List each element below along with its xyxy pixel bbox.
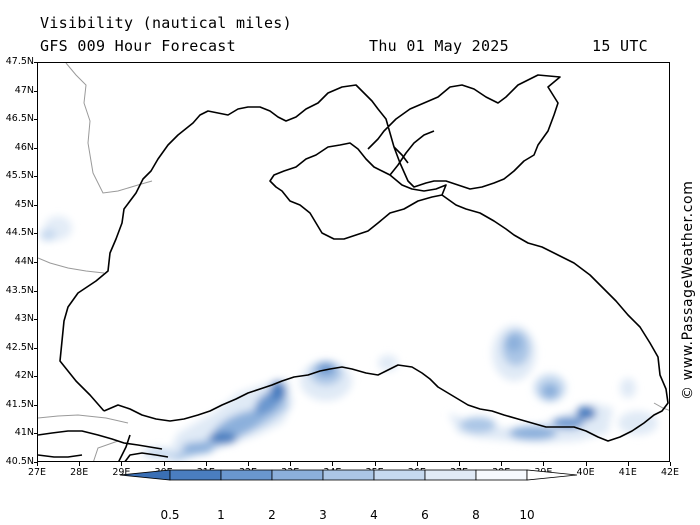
legend-label: 0.5 (160, 508, 180, 522)
longitude-label: 28E (70, 467, 89, 478)
latitude-label: 46N (14, 141, 34, 153)
longitude-tick (374, 462, 376, 466)
longitude-label: 40E (576, 467, 595, 478)
legend-swatch (220, 469, 273, 481)
legend-label: 1 (217, 508, 225, 522)
longitude-tick (290, 462, 292, 466)
visibility-shading (40, 216, 658, 461)
coastlines (38, 74, 669, 461)
legend-swatch (424, 469, 477, 481)
latitude-label: 44N (14, 256, 34, 267)
longitude-tick (585, 462, 587, 466)
latitude-label: 43N (14, 313, 34, 325)
country-borders (38, 63, 669, 461)
longitude-tick (416, 462, 418, 466)
legend-swatch (322, 469, 375, 481)
map-frame (37, 62, 670, 462)
longitude-tick (79, 462, 81, 466)
visibility-legend-bar (119, 469, 578, 481)
latitude-label: 43.5N (5, 284, 34, 296)
legend-label: 6 (421, 508, 429, 522)
legend-arrow-high (526, 469, 578, 481)
longitude-tick (459, 462, 460, 466)
latitude-tick (34, 233, 38, 235)
copyright-text: © www.PassageWeather.com (680, 180, 696, 400)
longitude-label: 29E (112, 467, 131, 478)
latitude-tick (34, 147, 38, 149)
latitude-tick (34, 404, 38, 406)
latitude-label: 41N (14, 427, 34, 439)
latitude-label: 40.5N (5, 456, 34, 467)
longitude-tick (37, 462, 38, 466)
latitude-tick (34, 433, 38, 435)
legend-swatch (475, 469, 528, 481)
latitude-tick (34, 90, 38, 92)
latitude-label: 45N (14, 198, 34, 210)
latitude-label: 46.5N (5, 113, 34, 125)
longitude-tick (121, 462, 123, 466)
forecast-label: GFS 009 Hour Forecast (40, 37, 236, 55)
latitude-tick (34, 62, 38, 63)
latitude-tick (34, 262, 38, 263)
latitude-label: 41.5N (5, 398, 34, 410)
longitude-tick (205, 462, 207, 466)
longitude-tick (248, 462, 249, 466)
latitude-tick (34, 119, 38, 121)
longitude-tick (332, 462, 334, 466)
latitude-tick (34, 347, 38, 349)
legend-arrow-low (119, 469, 171, 481)
latitude-label: 47N (14, 84, 34, 96)
black-sea-map (38, 63, 669, 461)
longitude-label: 42E (660, 467, 680, 478)
legend-swatch (169, 469, 222, 481)
latitude-label: 42N (14, 370, 34, 382)
legend-label: 3 (319, 508, 327, 522)
longitude-tick (670, 462, 671, 466)
longitude-tick (627, 462, 629, 466)
forecast-date: Thu 01 May 2025 (369, 37, 509, 55)
latitude-tick (34, 290, 38, 292)
longitude-label: 41E (618, 467, 637, 478)
latitude-tick (34, 319, 38, 321)
legend-label: 4 (370, 508, 378, 522)
latitude-tick (34, 376, 38, 378)
latitude-label: 47.5N (5, 56, 34, 67)
legend-label: 2 (268, 508, 276, 522)
latitude-label: 44.5N (5, 227, 34, 239)
product-title: Visibility (nautical miles) (40, 14, 292, 32)
longitude-tick (163, 462, 165, 466)
latitude-label: 45.5N (5, 170, 34, 182)
latitude-tick (34, 462, 38, 463)
longitude-tick (543, 462, 545, 466)
latitude-tick (34, 204, 38, 206)
legend-label: 8 (472, 508, 480, 522)
legend-label: 10 (519, 508, 535, 522)
longitude-tick (501, 462, 503, 466)
legend-swatch (271, 469, 324, 481)
forecast-time: 15 UTC (592, 37, 648, 55)
legend-swatch (373, 469, 426, 481)
latitude-tick (34, 176, 38, 178)
longitude-label: 27E (27, 467, 47, 478)
latitude-label: 42.5N (5, 341, 34, 353)
